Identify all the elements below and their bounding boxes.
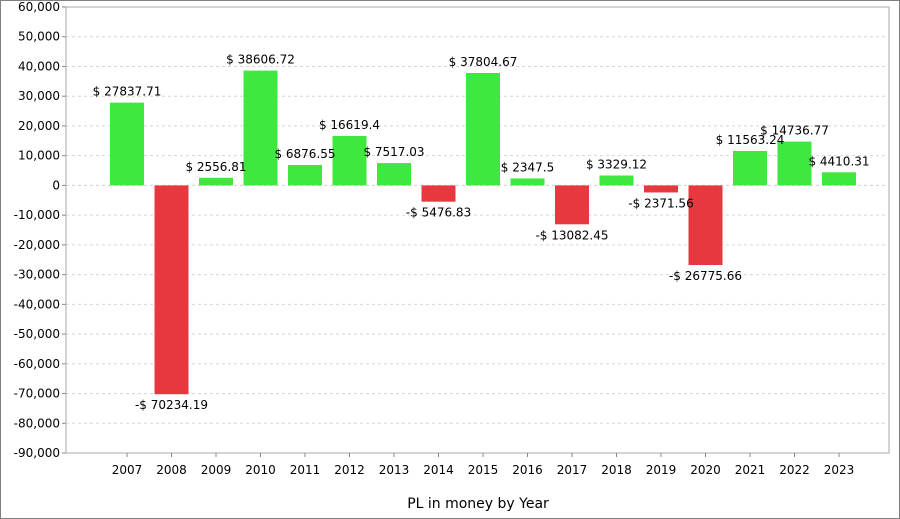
- x-tick-label: 2020: [690, 463, 721, 477]
- bar-2010: [243, 70, 278, 186]
- y-tick-label: 0: [52, 178, 60, 192]
- y-tick-label: -40,000: [14, 297, 60, 311]
- data-label-2019: -$ 2371.56: [628, 196, 693, 210]
- y-tick-label: 60,000: [18, 0, 60, 14]
- data-label-2007: $ 27837.71: [93, 85, 162, 99]
- bars: [110, 70, 856, 395]
- y-tick-label: -70,000: [14, 387, 60, 401]
- data-label-2013: $ 7517.03: [363, 145, 424, 159]
- data-label-2012: $ 16619.4: [319, 118, 380, 132]
- bar-2011: [288, 164, 322, 186]
- x-tick-label: 2016: [512, 463, 543, 477]
- data-label-2020: -$ 26775.66: [669, 269, 742, 283]
- x-tick-label: 2017: [557, 463, 588, 477]
- data-label-2009: $ 2556.81: [185, 160, 246, 174]
- bar-2023: [822, 172, 856, 186]
- y-tick-label: 40,000: [18, 59, 60, 73]
- y-tick-label: 50,000: [18, 30, 60, 44]
- bar-2007: [110, 102, 144, 186]
- data-label-2014: -$ 5476.83: [406, 206, 471, 220]
- bar-2020: [688, 185, 723, 266]
- x-tick-label: 2009: [201, 463, 232, 477]
- bar-2022: [777, 141, 812, 186]
- bar-2014: [421, 185, 456, 202]
- x-tick-label: 2014: [423, 463, 454, 477]
- data-label-2023: $ 4410.31: [808, 154, 869, 168]
- x-tick-label: 2019: [646, 463, 677, 477]
- bar-2018: [599, 175, 634, 186]
- x-tick-label: 2022: [779, 463, 810, 477]
- bar-2009: [199, 177, 233, 186]
- x-tick-label: 2011: [290, 463, 321, 477]
- data-labels: $ 27837.71 -$ 70234.19 $ 2556.81 $ 38606.72…: [93, 53, 870, 413]
- x-tick-label: 2021: [735, 463, 766, 477]
- data-label-2021: $ 11563.24: [716, 133, 785, 147]
- x-tick-label: 2023: [824, 463, 855, 477]
- bar-2008: [154, 185, 189, 395]
- bar-2012: [332, 135, 367, 186]
- data-label-2016: $ 2347.5: [501, 160, 554, 174]
- data-label-2022: $ 14736.77: [760, 124, 829, 138]
- x-tick-label: 2007: [112, 463, 143, 477]
- bar-2015: [466, 72, 500, 186]
- bar-2016: [510, 178, 545, 186]
- y-tick-label: -90,000: [14, 446, 60, 460]
- x-tick-label: 2013: [379, 463, 410, 477]
- data-label-2018: $ 3329.12: [586, 158, 647, 172]
- bar-2019: [644, 185, 678, 193]
- x-axis-title: PL in money by Year: [407, 496, 549, 512]
- x-tick-label: 2018: [601, 463, 632, 477]
- y-axis-ticks: 60,000 50,000 40,000 30,000 20,000 10,000 0 -10…: [14, 0, 66, 460]
- y-tick-label: -20,000: [14, 238, 60, 252]
- x-tick-label: 2015: [468, 463, 499, 477]
- bar-2021: [733, 151, 767, 186]
- y-tick-label: -50,000: [14, 327, 60, 341]
- bar-2017: [555, 185, 589, 225]
- x-axis-ticks: 2007 2008 2009 2010 2011 2012 2013 2014 2015 2016…: [112, 453, 855, 477]
- y-tick-label: -10,000: [14, 208, 60, 222]
- data-label-2008: -$ 70234.19: [135, 398, 208, 412]
- y-tick-label: 30,000: [18, 89, 60, 103]
- bar-2013: [377, 163, 411, 186]
- y-tick-label: 20,000: [18, 119, 60, 133]
- data-label-2015: $ 37804.67: [449, 55, 518, 69]
- x-tick-label: 2010: [245, 463, 276, 477]
- x-tick-label: 2012: [334, 463, 365, 477]
- y-tick-label: -80,000: [14, 416, 60, 430]
- data-label-2017: -$ 13082.45: [535, 228, 608, 242]
- y-tick-label: -30,000: [14, 268, 60, 282]
- x-tick-label: 2008: [156, 463, 187, 477]
- y-tick-label: -60,000: [14, 357, 60, 371]
- data-label-2010: $ 38606.72: [226, 53, 295, 67]
- data-label-2011: $ 6876.55: [274, 147, 335, 161]
- y-tick-label: 10,000: [18, 149, 60, 163]
